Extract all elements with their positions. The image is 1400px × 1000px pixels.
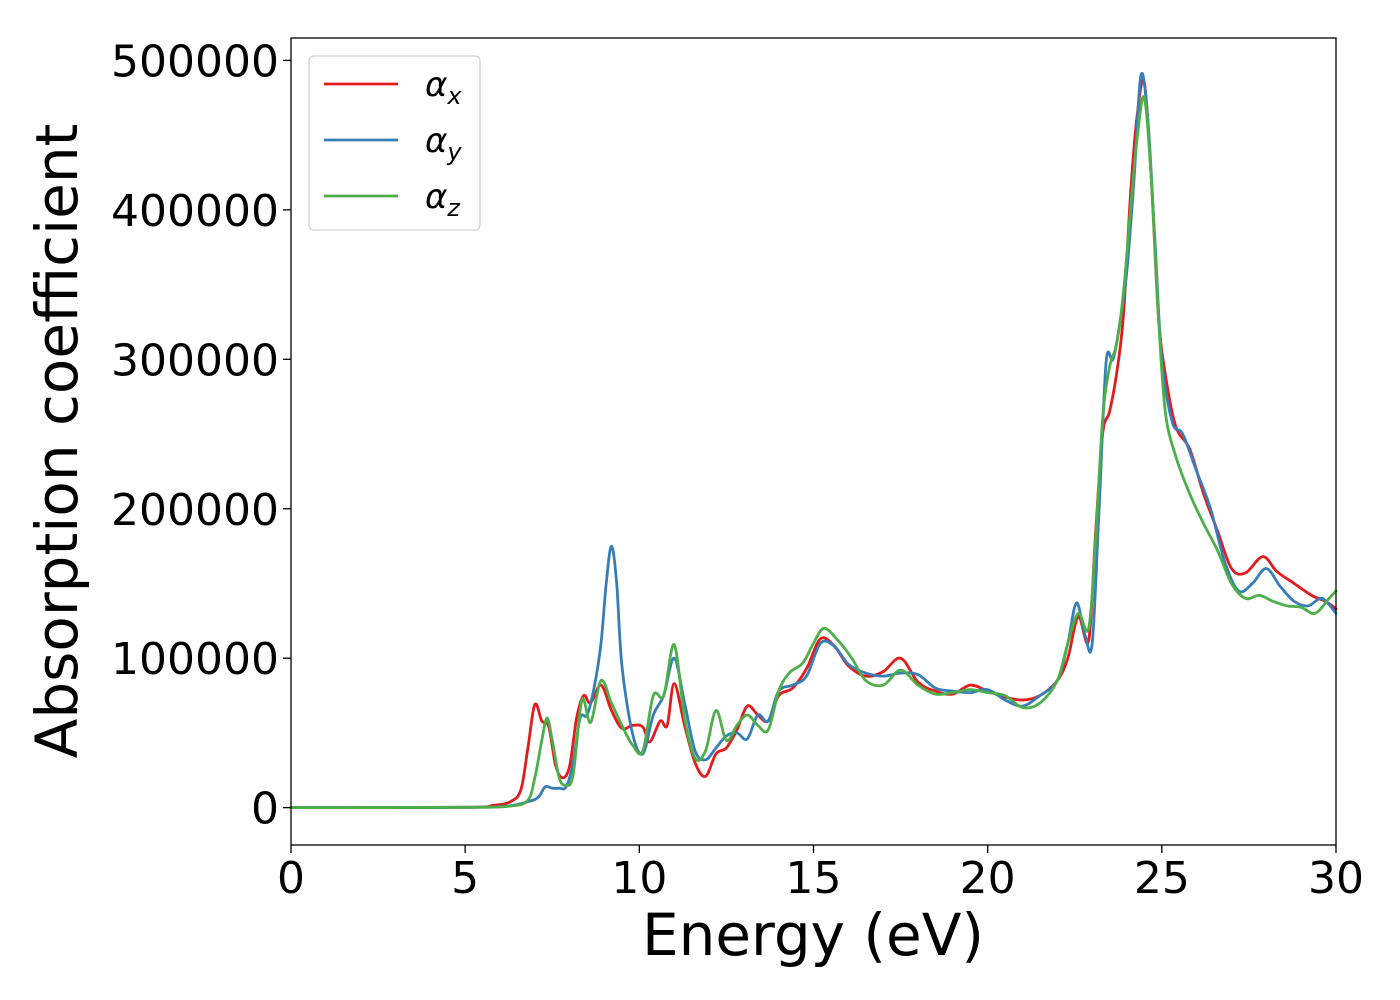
legend-label-x: αx xyxy=(425,65,462,110)
y-tick-label: 0 xyxy=(251,784,279,835)
x-tick-label: 5 xyxy=(451,853,479,904)
y-tick-label: 100000 xyxy=(111,634,279,685)
y-tick-label: 200000 xyxy=(111,485,279,536)
y-tick-label: 300000 xyxy=(111,335,279,386)
legend-label-y: αy xyxy=(425,121,462,166)
y-tick-label: 400000 xyxy=(111,186,279,237)
x-axis-title: Energy (eV) xyxy=(642,901,984,969)
x-tick-label: 10 xyxy=(611,853,667,904)
x-tick-label: 25 xyxy=(1134,853,1190,904)
legend: αx αy αz xyxy=(308,55,481,231)
x-tick-label: 15 xyxy=(786,853,842,904)
x-tick-label: 0 xyxy=(277,853,305,904)
x-axis: 0 5 10 15 20 25 30 xyxy=(277,845,1364,904)
legend-box xyxy=(308,55,481,231)
y-axis: 0 100000 200000 300000 400000 500000 xyxy=(111,36,291,835)
x-tick-label: 30 xyxy=(1308,853,1364,904)
x-tick-label: 20 xyxy=(960,853,1016,904)
series-line-z xyxy=(289,95,1338,809)
y-axis-title: Absorption coefficient xyxy=(23,124,91,759)
y-tick-label: 500000 xyxy=(111,36,279,87)
series-layer xyxy=(289,72,1338,810)
legend-label-z: αz xyxy=(425,177,461,222)
